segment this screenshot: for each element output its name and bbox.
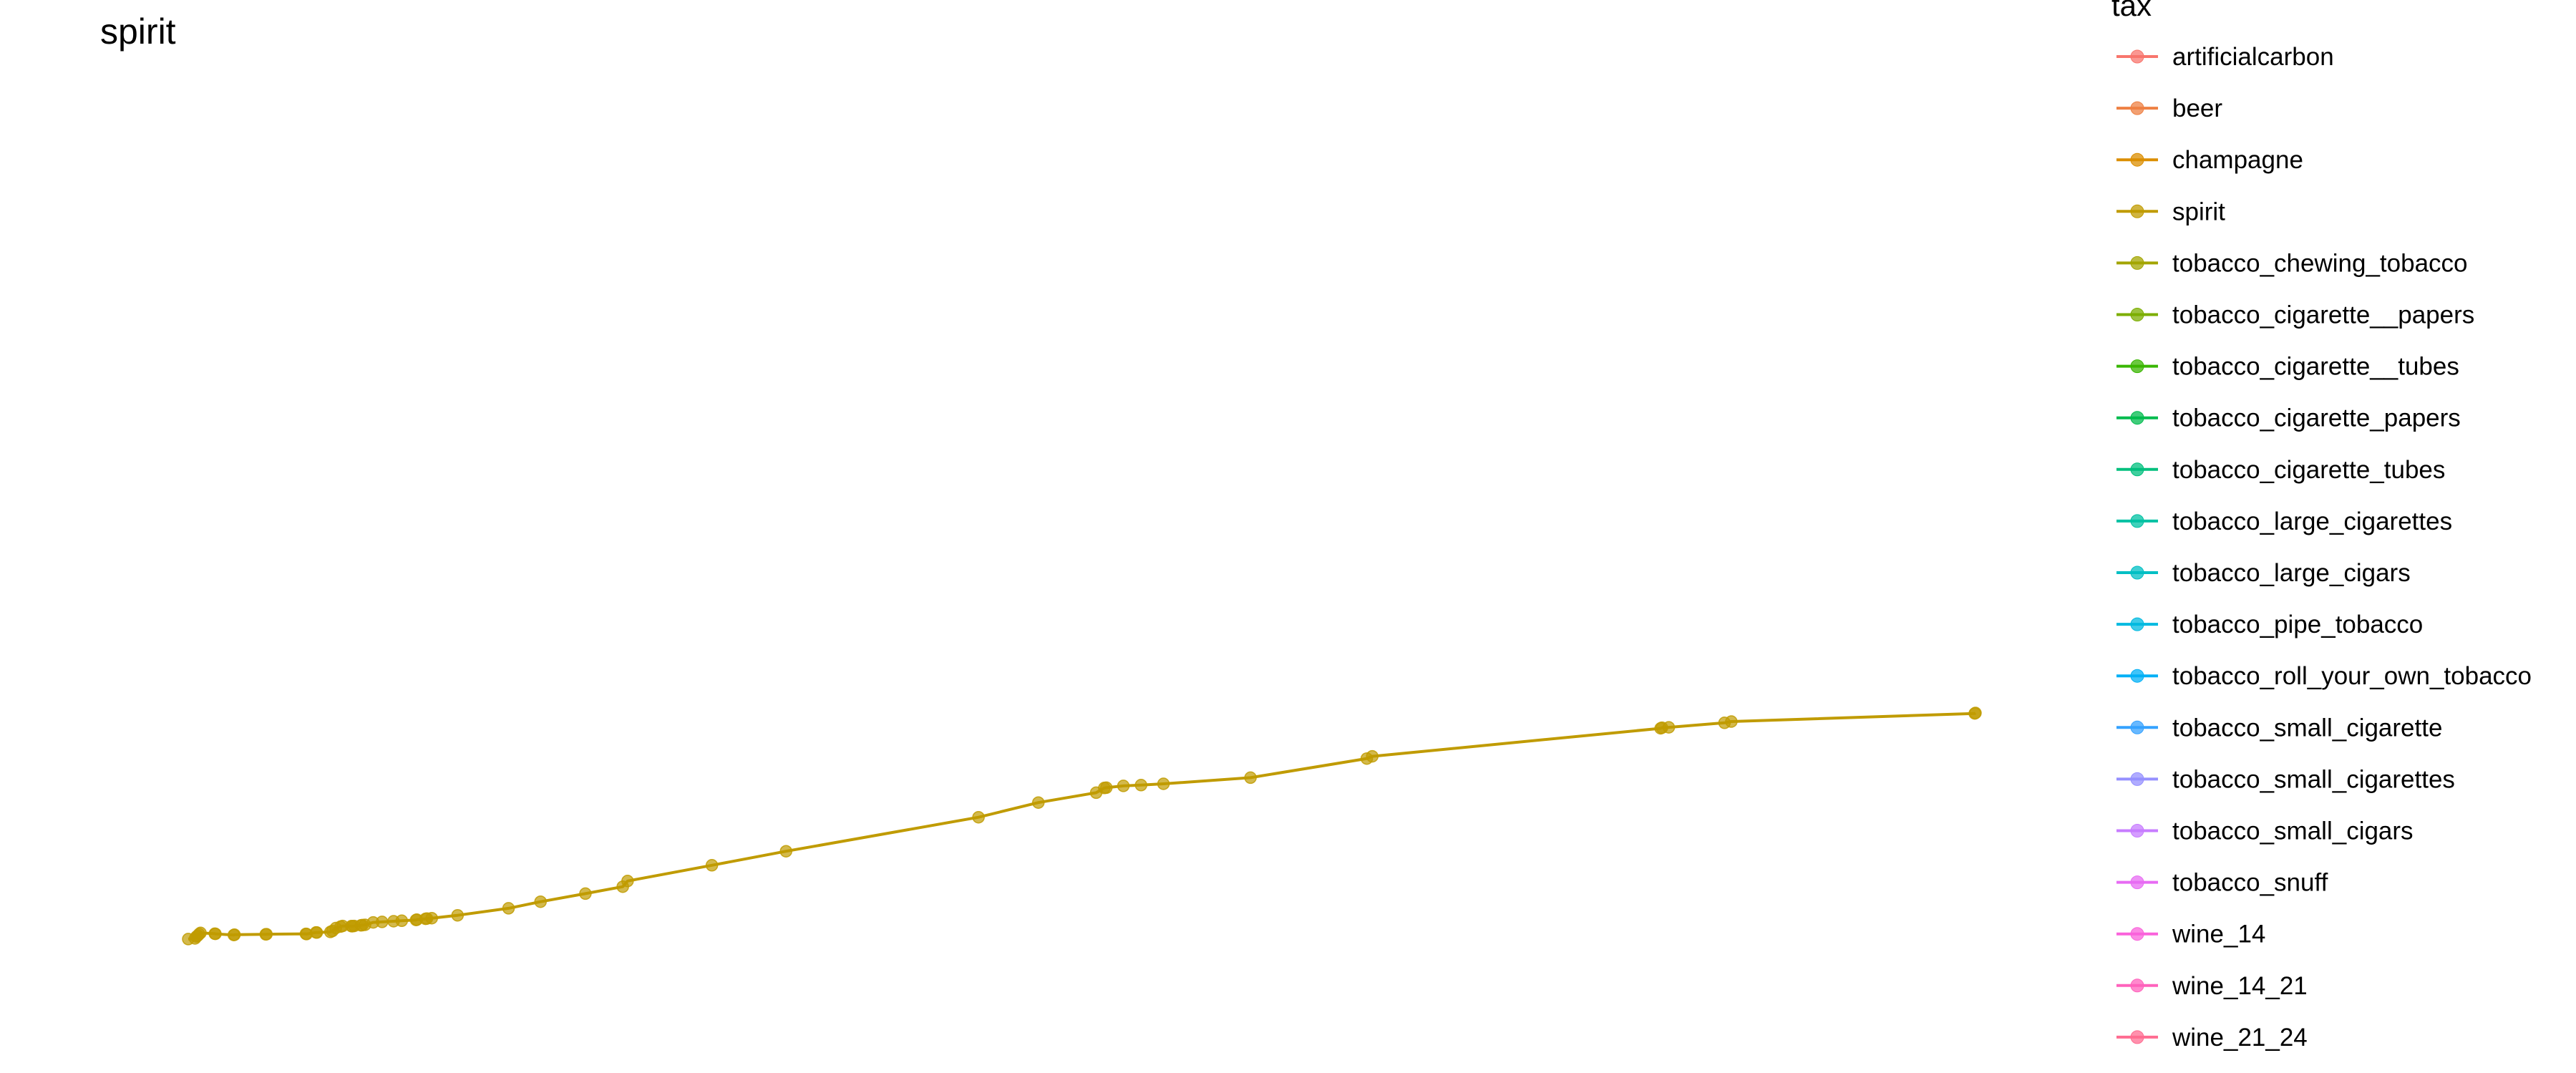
legend-item: wine_21_24 — [2116, 1024, 2308, 1052]
legend-item: tobacco_chewing_tobacco — [2116, 249, 2468, 277]
legend-item: tobacco_large_cigarettes — [2116, 508, 2452, 535]
data-point — [451, 908, 465, 922]
data-point — [1134, 779, 1147, 792]
legend-key-point — [2130, 927, 2144, 941]
legend-label: champagne — [2172, 146, 2303, 174]
legend-label: beer — [2172, 94, 2222, 122]
plot-panel — [182, 707, 1982, 946]
legend-label: tobacco_snuff — [2172, 869, 2328, 897]
legend-label: wine_14 — [2172, 921, 2265, 948]
legend-item: champagne — [2116, 146, 2303, 174]
data-point — [1117, 780, 1130, 792]
legend: tax artificialcarbon beer champagne spirit t… — [2111, 0, 2532, 1052]
legend-key-point — [2130, 308, 2144, 321]
data-point — [425, 911, 438, 925]
data-point — [1157, 777, 1170, 790]
legend-item: tobacco_small_cigars — [2116, 817, 2414, 845]
data-point — [395, 914, 409, 928]
legend-item: tobacco_small_cigarette — [2116, 714, 2442, 742]
legend-item: tobacco_cigarette_papers — [2116, 404, 2461, 432]
data-point — [1099, 781, 1113, 795]
legend-key-point — [2130, 617, 2144, 631]
legend-label: tobacco_large_cigarettes — [2172, 508, 2452, 535]
data-point — [1725, 715, 1738, 728]
legend-label: tobacco_cigarette_tubes — [2172, 456, 2445, 484]
legend-label: spirit — [2172, 198, 2225, 225]
legend-item: tobacco_cigarette__tubes — [2116, 353, 2459, 381]
legend-item: tobacco_cigarette__papers — [2116, 301, 2474, 329]
legend-item: tobacco_large_cigars — [2116, 559, 2411, 587]
data-point — [228, 928, 241, 941]
legend-key-point — [2130, 772, 2144, 786]
legend-key-point — [2130, 411, 2144, 425]
legend-key-point — [2130, 359, 2144, 374]
legend-title: tax — [2111, 0, 2152, 22]
data-point — [972, 810, 985, 824]
legend-key-point — [2130, 565, 2144, 580]
legend-item: beer — [2116, 94, 2222, 122]
legend-key-point — [2130, 669, 2144, 683]
data-point — [779, 845, 792, 858]
legend-key-point — [2130, 204, 2144, 218]
legend-key-point — [2130, 462, 2144, 477]
legend-label: tobacco_large_cigars — [2172, 559, 2411, 587]
legend-label: tobacco_small_cigars — [2172, 817, 2414, 845]
legend-item: tobacco_small_cigarettes — [2116, 765, 2455, 793]
data-point — [502, 902, 515, 915]
legend-key-point — [2130, 979, 2144, 993]
chart-title: spirit — [100, 11, 176, 52]
data-point — [579, 887, 592, 900]
series-line-spirit — [188, 712, 1977, 941]
data-point — [260, 928, 273, 941]
legend-label: wine_14_21 — [2172, 972, 2308, 1000]
legend-item: spirit — [2116, 198, 2225, 225]
data-point — [1031, 796, 1045, 809]
data-point — [376, 916, 389, 928]
legend-item: tobacco_snuff — [2116, 869, 2328, 897]
legend-item: wine_14_21 — [2116, 972, 2308, 1000]
legend-key-point — [2130, 875, 2144, 890]
legend-key-point — [2130, 514, 2144, 528]
data-point — [1244, 771, 1257, 785]
data-point — [1662, 721, 1676, 734]
legend-label: artificialcarbon — [2172, 43, 2334, 71]
legend-key-point — [2130, 824, 2144, 837]
data-point — [1366, 749, 1379, 763]
data-point — [310, 926, 324, 939]
legend-label: tobacco_cigarette_papers — [2172, 404, 2461, 432]
legend-label: tobacco_pipe_tobacco — [2172, 611, 2423, 639]
legend-item: tobacco_roll_your_own_tobacco — [2116, 662, 2532, 690]
legend-label: tobacco_cigarette__tubes — [2172, 353, 2459, 381]
legend-item: tobacco_cigarette_tubes — [2116, 456, 2445, 484]
legend-label: tobacco_chewing_tobacco — [2172, 249, 2468, 277]
legend-item: wine_14 — [2116, 921, 2265, 948]
data-point — [621, 875, 634, 888]
data-point — [534, 895, 547, 908]
data-point — [194, 926, 207, 940]
legend-item: tobacco_pipe_tobacco — [2116, 611, 2423, 639]
legend-label: tobacco_small_cigarettes — [2172, 765, 2455, 793]
data-point — [209, 927, 222, 941]
legend-item: artificialcarbon — [2116, 43, 2334, 71]
legend-key-point — [2130, 1030, 2144, 1044]
data-point — [1969, 707, 1982, 719]
legend-key-point — [2130, 101, 2144, 115]
legend-key-point — [2130, 256, 2144, 270]
legend-label: wine_21_24 — [2172, 1024, 2308, 1052]
legend-key-point — [2130, 720, 2144, 734]
legend-label: tobacco_cigarette__papers — [2172, 301, 2474, 329]
legend-label: tobacco_roll_your_own_tobacco — [2172, 662, 2532, 690]
legend-key-point — [2130, 152, 2144, 167]
data-point — [705, 859, 719, 872]
legend-key-point — [2130, 49, 2144, 64]
legend-label: tobacco_small_cigarette — [2172, 714, 2442, 742]
